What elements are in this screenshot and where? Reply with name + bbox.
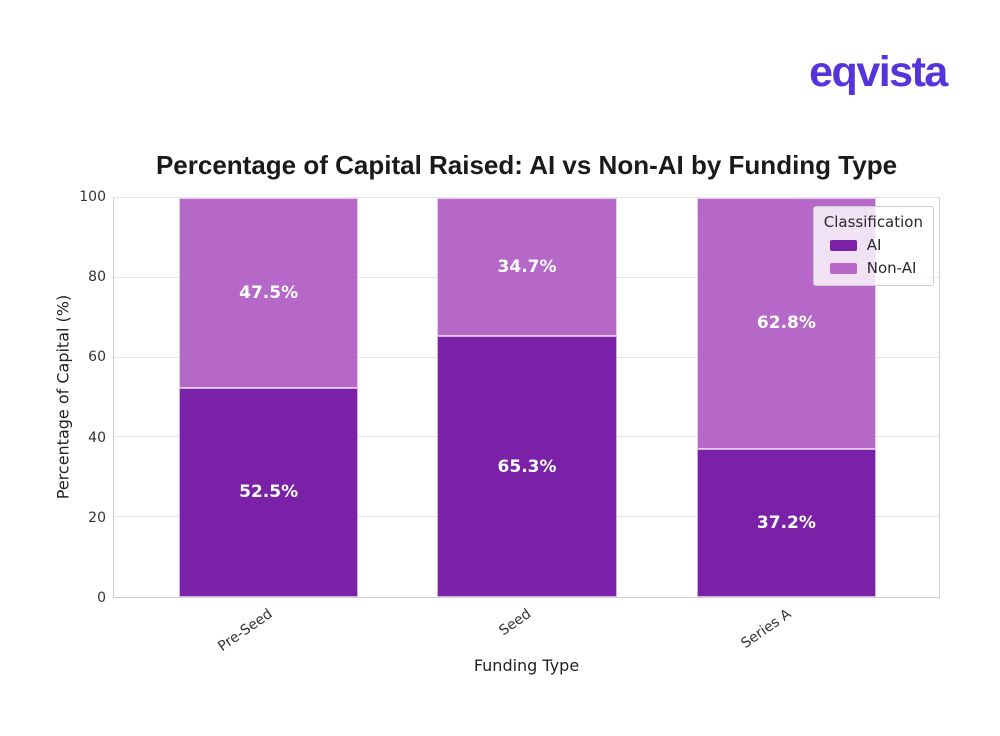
- legend-title: Classification: [823, 213, 923, 231]
- value-label: 47.5%: [239, 282, 299, 303]
- gridline-100: [114, 197, 939, 198]
- value-label: 65.3%: [497, 456, 557, 477]
- bar-series-a: 62.8% 37.2%: [696, 198, 877, 597]
- x-axis-label: Funding Type: [473, 656, 580, 675]
- legend-entry-non-ai: Non-AI: [824, 259, 923, 277]
- ytick-0: 0: [97, 590, 106, 606]
- ytick-20: 20: [88, 509, 106, 526]
- legend-label: Non-AI: [866, 259, 917, 277]
- segment-non-ai: 62.8%: [696, 198, 877, 449]
- ytick-40: 40: [88, 429, 106, 446]
- segment-ai: 52.5%: [178, 387, 359, 597]
- bar-pre-seed: 47.5% 52.5%: [178, 198, 359, 597]
- legend-entries: AI Non-AI: [824, 236, 923, 277]
- bar-seed: 34.7% 65.3%: [437, 198, 617, 597]
- legend-swatch: [829, 262, 857, 274]
- y-axis-ticks: 0 20 40 60 80 100: [0, 189, 106, 606]
- legend-swatch: [829, 239, 857, 251]
- legend-entry-ai: AI: [824, 236, 923, 254]
- ytick-80: 80: [88, 269, 106, 286]
- value-label: 62.8%: [756, 313, 816, 334]
- segment-non-ai: 47.5%: [178, 198, 359, 388]
- value-label: 34.7%: [497, 257, 557, 278]
- chart-title: Percentage of Capital Raised: AI vs Non-…: [155, 150, 898, 180]
- plot-area: 47.5% 52.5% 34.7% 65.3% 62.8% 37.2% Classific…: [113, 197, 940, 598]
- value-label: 52.5%: [239, 482, 299, 503]
- segment-non-ai: 34.7%: [437, 198, 617, 337]
- ytick-100: 100: [79, 189, 106, 205]
- legend: Classification AI Non-AI: [812, 206, 934, 286]
- ytick-60: 60: [88, 349, 106, 366]
- x-axis-ticks: Pre-Seed Seed Series A: [214, 606, 795, 655]
- eqvista-logo: eqvista: [809, 48, 948, 96]
- legend-label: AI: [866, 236, 882, 254]
- segment-ai: 65.3%: [437, 336, 617, 597]
- value-label: 37.2%: [756, 512, 816, 533]
- segment-ai: 37.2%: [696, 448, 877, 597]
